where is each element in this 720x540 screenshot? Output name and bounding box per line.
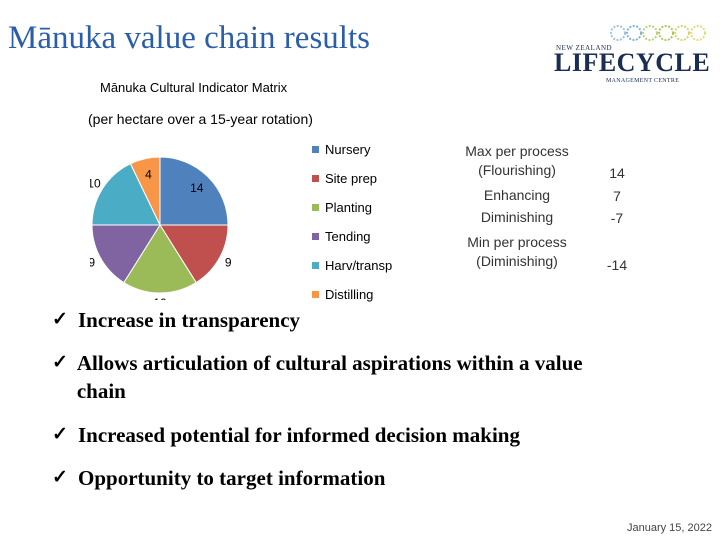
bullet-text: Increased potential for informed decisio… [78, 423, 520, 447]
max-value: 14 [609, 165, 625, 181]
bullet-item: ✓ Allows articulation of cultural aspira… [52, 349, 612, 405]
enhancing-value: 7 [613, 188, 621, 204]
legend-label: Planting [325, 199, 372, 215]
legend-label: Distilling [325, 286, 374, 302]
legend-item: Tending [312, 228, 371, 244]
matrix-title: Mānuka Cultural Indicator Matrix [100, 80, 288, 95]
lifecycle-logo: NEW ZEALAND LIFECYCLE MANAGEMENT CENTRE [552, 22, 712, 88]
bullet-item: ✓ Increased potential for informed decis… [52, 421, 520, 449]
pie-slice-tending [91, 224, 161, 284]
checkmark-icon: ✓ [52, 424, 68, 445]
legend-swatch [312, 174, 319, 182]
legend-item: Site prep [312, 170, 377, 186]
legend-item: Harv/transp [312, 257, 392, 273]
pie-chart: 14 9 10 9 10 4 [90, 156, 232, 300]
min-value: -14 [606, 257, 628, 273]
bullet-item: ✓ Opportunity to target information [52, 464, 385, 492]
pie-data-label: 9 [225, 256, 232, 270]
legend-swatch [312, 290, 319, 298]
logo-sub-text: MANAGEMENT CENTRE [606, 78, 680, 84]
checkmark-icon: ✓ [52, 352, 68, 373]
checkmark-icon: ✓ [52, 309, 68, 330]
slide-title: Mānuka value chain results [8, 20, 370, 56]
logo-rings-icon [610, 25, 706, 41]
max-label: Max per process (Flourishing) [465, 143, 569, 178]
legend-label: Site prep [325, 170, 378, 186]
pie-slice-site-prep [159, 224, 229, 284]
bullet-text: Opportunity to target information [78, 466, 386, 490]
pie-data-label: 10 [153, 296, 167, 300]
pie-slice-nursery [159, 156, 229, 226]
min-label: Min per process (Diminishing) [467, 234, 567, 269]
slide-date: January 15, 2022 [626, 522, 712, 534]
legend-item: Nursery [312, 141, 371, 157]
enhancing-label: Enhancing [483, 187, 551, 203]
legend-swatch [312, 145, 319, 153]
diminishing-value: -7 [610, 210, 624, 226]
logo-main-text: LIFECYCLE [554, 48, 711, 77]
diminishing-label: Diminishing [480, 209, 554, 225]
pie-data-label: 14 [190, 181, 204, 195]
bullet-text: Increase in transparency [78, 308, 301, 332]
legend-swatch [312, 232, 319, 240]
bullet-text: Allows articulation of cultural aspirati… [76, 351, 583, 403]
logo-small-text: NEW ZEALAND [556, 44, 613, 52]
matrix-subtitle: (per hectare over a 15-year rotation) [88, 111, 313, 127]
pie-data-label: 4 [145, 167, 152, 181]
checkmark-icon: ✓ [52, 467, 68, 488]
pie-data-label: 10 [90, 177, 101, 191]
legend-label: Nursery [325, 141, 371, 157]
pie-slice-harv-transp [91, 163, 161, 226]
legend-item: Planting [312, 199, 372, 215]
legend-label: Harv/transp [325, 257, 393, 273]
indicator-table: Max per process (Flourishing) 14 Enhanci… [440, 140, 650, 290]
legend-swatch [312, 203, 319, 211]
legend-item: Distilling [312, 286, 373, 302]
bullet-item: ✓ Increase in transparency [52, 306, 300, 334]
pie-slice-distilling [129, 156, 161, 226]
legend-swatch [312, 261, 319, 269]
legend-label: Tending [325, 228, 371, 244]
pie-data-label: 9 [90, 256, 95, 270]
pie-slice-planting [123, 224, 197, 294]
